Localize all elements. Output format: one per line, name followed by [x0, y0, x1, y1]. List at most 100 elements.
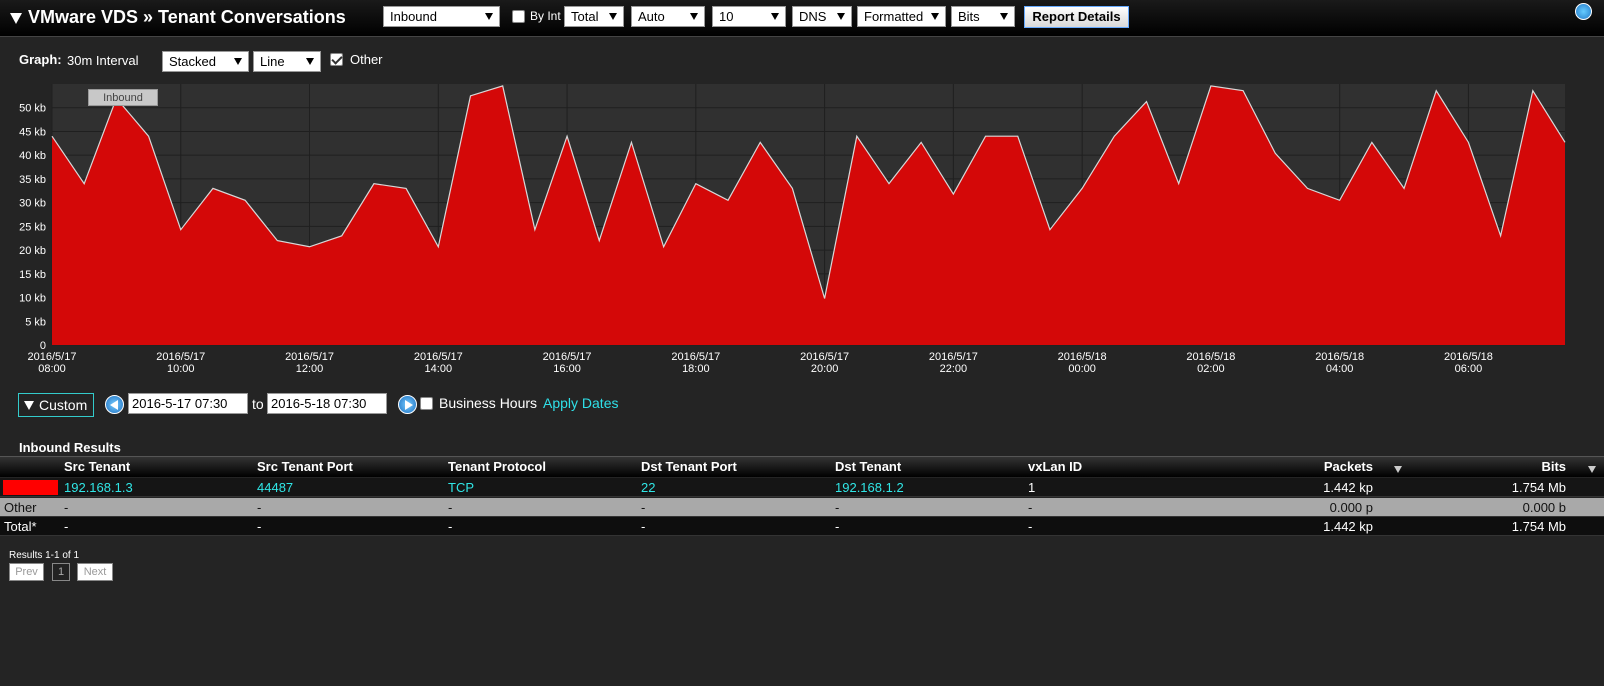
prev-button[interactable]: [105, 395, 124, 414]
y-tick-label: 20 kb: [19, 245, 46, 257]
column-header[interactable]: Src Tenant Port: [257, 459, 353, 474]
page-button[interactable]: 1: [52, 563, 70, 581]
table-title: Inbound Results: [19, 440, 121, 455]
from-input[interactable]: 2016-5-17 07:30: [128, 393, 248, 414]
table-cell: 1.442 kp: [1323, 480, 1373, 495]
y-tick-label: 15 kb: [19, 269, 46, 281]
header-bar: VMware VDS » Tenant Conversations Inboun…: [0, 0, 1604, 37]
apply-dates[interactable]: Apply Dates: [543, 395, 619, 411]
checkbox[interactable]: [420, 397, 433, 410]
checkbox[interactable]: [512, 10, 525, 23]
results-summary: Results 1-1 of 1: [9, 550, 80, 561]
x-tick-label: 2016/5/18 00:00: [1057, 351, 1107, 375]
table-cell: -: [1028, 499, 1033, 515]
next-button[interactable]: [398, 395, 417, 414]
color-swatch: [3, 480, 58, 495]
table-cell: -: [257, 499, 262, 515]
column-header[interactable]: vxLan ID: [1028, 459, 1083, 474]
y-tick-label: 35 kb: [19, 174, 46, 186]
table-cell: TCP: [448, 480, 474, 495]
select[interactable]: Auto: [631, 6, 705, 27]
arrow: [110, 400, 118, 410]
dropdown-arrow: [690, 13, 698, 20]
table-cell: 0.000 p: [1329, 499, 1373, 515]
table-cell: -: [448, 519, 453, 534]
sort-icon[interactable]: [1588, 466, 1596, 473]
select[interactable]: Inbound: [383, 6, 500, 27]
sort-icon[interactable]: [1394, 466, 1402, 473]
table-cell: 192.168.1.3: [64, 480, 133, 495]
dropdown-arrow: [771, 13, 779, 20]
table-cell: 22: [641, 480, 656, 495]
y-tick-label: 40 kb: [19, 150, 46, 162]
x-tick-label: 2016/5/18 06:00: [1443, 351, 1493, 375]
table-row: [0, 517, 1604, 536]
checkbox[interactable]: [330, 53, 343, 66]
to-label: to: [252, 396, 264, 412]
page-title: VMware VDS » Tenant Conversations: [28, 7, 346, 27]
select[interactable]: Stacked: [162, 51, 249, 72]
table-cell: 44487: [257, 480, 294, 495]
next-button[interactable]: Next: [77, 563, 113, 581]
select[interactable]: Line: [253, 51, 321, 72]
x-tick-label: 2016/5/17 22:00: [928, 351, 978, 375]
column-header[interactable]: Bits: [1541, 459, 1566, 474]
table-cell: -: [448, 499, 453, 515]
table-header: [0, 456, 1604, 477]
table-cell: -: [1028, 519, 1033, 534]
dropdown-arrow: [931, 13, 939, 20]
dropdown-arrow: [1000, 13, 1008, 20]
select[interactable]: DNS: [792, 6, 852, 27]
help-icon[interactable]: [1575, 3, 1592, 20]
table-cell: -: [835, 499, 840, 515]
table-cell: -: [835, 519, 840, 534]
y-tick-label: 5 kb: [25, 316, 46, 328]
other-label: Other: [350, 52, 383, 67]
x-tick-label: 2016/5/17 14:00: [413, 351, 463, 375]
table-cell: -: [64, 519, 69, 534]
table-cell: -: [257, 519, 262, 534]
line: [51, 85, 1566, 299]
report-button[interactable]: Report Details: [1024, 6, 1129, 28]
x-tick-label: 2016/5/17 12:00: [285, 351, 334, 375]
dropdown-arrow: [234, 58, 242, 65]
area: [52, 85, 1565, 345]
table-cell: 0.000 b: [1522, 499, 1566, 515]
y-tick-label: 25 kb: [19, 221, 46, 233]
x-tick-label: 2016/5/17 10:00: [156, 351, 206, 375]
select[interactable]: 10: [712, 6, 786, 27]
select[interactable]: Formatted: [857, 6, 946, 27]
series-tooltip: Inbound: [88, 89, 158, 106]
dropdown-arrow: [609, 13, 617, 20]
x-tick-label: 2016/5/17 18:00: [671, 351, 721, 375]
preset[interactable]: Custom: [18, 393, 94, 417]
column-header[interactable]: Src Tenant: [64, 459, 131, 474]
column-header[interactable]: Dst Tenant Port: [641, 459, 737, 474]
select[interactable]: Bits: [951, 6, 1015, 27]
row-label: Other: [4, 499, 37, 515]
column-header[interactable]: Tenant Protocol: [448, 459, 546, 474]
x-tick-label: 2016/5/17 08:00: [27, 351, 77, 375]
column-header[interactable]: Packets: [1323, 459, 1373, 474]
dropdown-arrow: [485, 13, 493, 20]
collapse-icon[interactable]: [10, 13, 22, 24]
y-tick-label: 45 kb: [19, 126, 46, 138]
table-cell: 1.754 Mb: [1511, 480, 1566, 495]
column-header[interactable]: Dst Tenant: [835, 459, 902, 474]
checkbox-label: By Int: [530, 9, 561, 23]
prev-button[interactable]: Prev: [9, 563, 44, 581]
table-row: [0, 497, 1604, 517]
business-hours-label: Business Hours: [439, 395, 538, 411]
to-input[interactable]: 2016-5-18 07:30: [267, 393, 387, 414]
x-tick-label: 2016/5/18 02:00: [1186, 351, 1236, 375]
y-tick-label: 30 kb: [19, 198, 46, 210]
table-cell: 1.442 kp: [1323, 519, 1373, 534]
table-cell: -: [64, 499, 69, 515]
dropdown-arrow: [837, 13, 845, 20]
arrow: [405, 400, 413, 410]
x-tick-label: 2016/5/17 16:00: [542, 351, 592, 375]
select[interactable]: Total: [564, 6, 624, 27]
graph-label: Graph:: [19, 52, 62, 67]
table-cell: -: [641, 499, 646, 515]
